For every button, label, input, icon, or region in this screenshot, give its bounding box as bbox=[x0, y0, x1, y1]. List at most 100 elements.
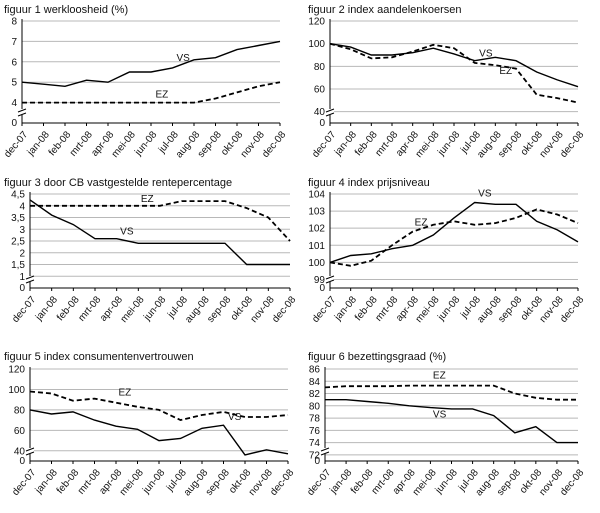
x-tick-label: mei-08 bbox=[118, 467, 146, 498]
y-tick-label: 1 bbox=[19, 272, 25, 283]
y-tick-label: 82 bbox=[309, 389, 321, 400]
chart-title: figuur 1 werkloosheid (%) bbox=[4, 4, 128, 16]
x-tick-label: mei-08 bbox=[411, 467, 439, 498]
y-tick-label: 40 bbox=[314, 107, 326, 118]
series-label-vs: VS bbox=[478, 189, 492, 200]
y-tick-label: 3 bbox=[19, 225, 25, 236]
series-line-vs bbox=[329, 43, 579, 88]
series-label-ez: EZ bbox=[119, 388, 132, 399]
axis-break-mask bbox=[26, 276, 34, 282]
chart-title: figuur 4 index prijsniveau bbox=[308, 177, 430, 189]
x-tick-label: jun-08 bbox=[140, 467, 167, 496]
x-tick-label: jan-08 bbox=[33, 467, 60, 496]
x-tick-label: jun-08 bbox=[132, 129, 159, 158]
axis-break-mask bbox=[321, 448, 329, 454]
series-line-vs bbox=[21, 40, 281, 88]
y-tick-label: 7 bbox=[11, 37, 17, 48]
series-label-ez: EZ bbox=[499, 66, 512, 77]
y-tick-label: 78 bbox=[309, 414, 321, 425]
y-tick-label: 80 bbox=[314, 62, 326, 73]
series-line-ez bbox=[22, 81, 281, 104]
chart-panel-2: figuur 2 index aandelenkoersen 040 60 80 100… bbox=[308, 4, 587, 160]
y-tick-label: 80 bbox=[14, 405, 26, 416]
x-tick-label: dec-07 bbox=[310, 294, 338, 325]
series-label-vs: VS bbox=[433, 410, 447, 421]
chart-panel-1: figuur 1 werkloosheid (%) 0 4 5 6 7 8 dec-07jan… bbox=[2, 4, 288, 160]
x-tick-label: jun-08 bbox=[435, 294, 462, 323]
y-tick-label: 100 bbox=[8, 385, 25, 396]
axis-break-mark bbox=[25, 275, 35, 284]
y-tick-label: 60 bbox=[14, 426, 26, 437]
x-tick-label: jan-08 bbox=[33, 294, 60, 323]
x-tick-label: dec-07 bbox=[305, 467, 333, 498]
y-tick-label: 40 bbox=[14, 446, 26, 457]
y-tick-label: 0 bbox=[11, 118, 17, 129]
x-tick-label: mei-08 bbox=[414, 294, 442, 325]
y-tick-label: 72 bbox=[309, 450, 321, 461]
y-tick-label: 5 bbox=[11, 78, 17, 89]
x-tick-label: mei-08 bbox=[110, 129, 138, 160]
y-tick-label: 0 bbox=[19, 283, 25, 294]
x-tick-label: dec-08 bbox=[558, 129, 586, 160]
series-line-vs bbox=[325, 399, 578, 444]
y-tick-label: 6 bbox=[11, 57, 17, 68]
x-tick-label: mei-08 bbox=[414, 129, 442, 160]
series-line-ez bbox=[329, 42, 579, 104]
y-tick-label: 0 bbox=[314, 456, 320, 467]
y-tick-label: 0 bbox=[19, 456, 25, 467]
series-label-vs: VS bbox=[228, 412, 242, 423]
y-tick-label: 80 bbox=[309, 401, 321, 412]
y-tick-label: 103 bbox=[308, 207, 325, 218]
axis-break-mark bbox=[325, 108, 335, 117]
y-tick-label: 2,5 bbox=[11, 237, 25, 248]
axis-break-mark bbox=[320, 447, 330, 456]
x-tick-label: sep-08 bbox=[496, 129, 524, 160]
y-tick-label: 8 bbox=[11, 17, 17, 28]
series-line-vs bbox=[329, 201, 579, 264]
y-tick-label: 60 bbox=[314, 85, 326, 96]
series-line-ez bbox=[30, 200, 291, 242]
x-tick-label: jun-08 bbox=[141, 294, 168, 323]
x-tick-label: dec-07 bbox=[310, 129, 338, 160]
y-tick-label: 4,5 bbox=[11, 190, 25, 201]
y-tick-label: 120 bbox=[8, 365, 25, 376]
series-line-ez bbox=[329, 208, 579, 267]
chart-title: figuur 5 index consumentenvertrouwen bbox=[4, 351, 194, 363]
series-line-vs bbox=[29, 199, 290, 266]
axis-break-mask bbox=[326, 276, 334, 282]
y-tick-label: 0 bbox=[319, 283, 325, 294]
x-tick-label: dec-08 bbox=[268, 467, 296, 498]
y-tick-label: 1,5 bbox=[11, 260, 25, 271]
series-label-vs: VS bbox=[479, 49, 493, 60]
x-tick-label: dec-08 bbox=[558, 294, 586, 325]
x-tick-label: sep-08 bbox=[204, 467, 232, 498]
y-tick-label: 4 bbox=[19, 201, 25, 212]
x-tick-label: jan-08 bbox=[327, 467, 354, 496]
series-label-ez: EZ bbox=[141, 194, 154, 205]
axis-break-mask bbox=[18, 109, 26, 115]
x-tick-label: dec-07 bbox=[2, 129, 30, 160]
chart-panel-5: figuur 5 index consumentenvertrouwen 040 6… bbox=[4, 351, 297, 498]
series-line-vs bbox=[29, 409, 289, 456]
series-label-vs: VS bbox=[177, 53, 191, 64]
series-label-ez: EZ bbox=[433, 371, 446, 382]
series-line-ez bbox=[29, 390, 289, 422]
y-tick-label: 101 bbox=[308, 241, 325, 252]
x-tick-label: dec-07 bbox=[10, 467, 38, 498]
x-tick-label: sep-08 bbox=[496, 294, 524, 325]
y-tick-label: 3,5 bbox=[11, 213, 25, 224]
y-tick-label: 76 bbox=[309, 426, 321, 437]
series-label-ez: EZ bbox=[415, 218, 428, 229]
x-tick-label: jan-08 bbox=[25, 129, 52, 158]
chart-panel-6: figuur 6 bezettingsgraad (%)072747678808… bbox=[305, 351, 586, 498]
y-tick-label: 104 bbox=[308, 190, 325, 201]
axis-break-mask bbox=[326, 109, 334, 115]
chart-panel-3: figuur 3 door CB vastgestelde renteperce… bbox=[4, 177, 299, 325]
x-tick-label: sep-08 bbox=[205, 294, 233, 325]
x-tick-label: jun-08 bbox=[433, 467, 460, 496]
series-label-vs: VS bbox=[120, 227, 134, 238]
chart-title: figuur 2 index aandelenkoersen bbox=[308, 4, 462, 16]
axis-break-mark bbox=[17, 108, 27, 117]
x-tick-label: sep-08 bbox=[196, 129, 224, 160]
